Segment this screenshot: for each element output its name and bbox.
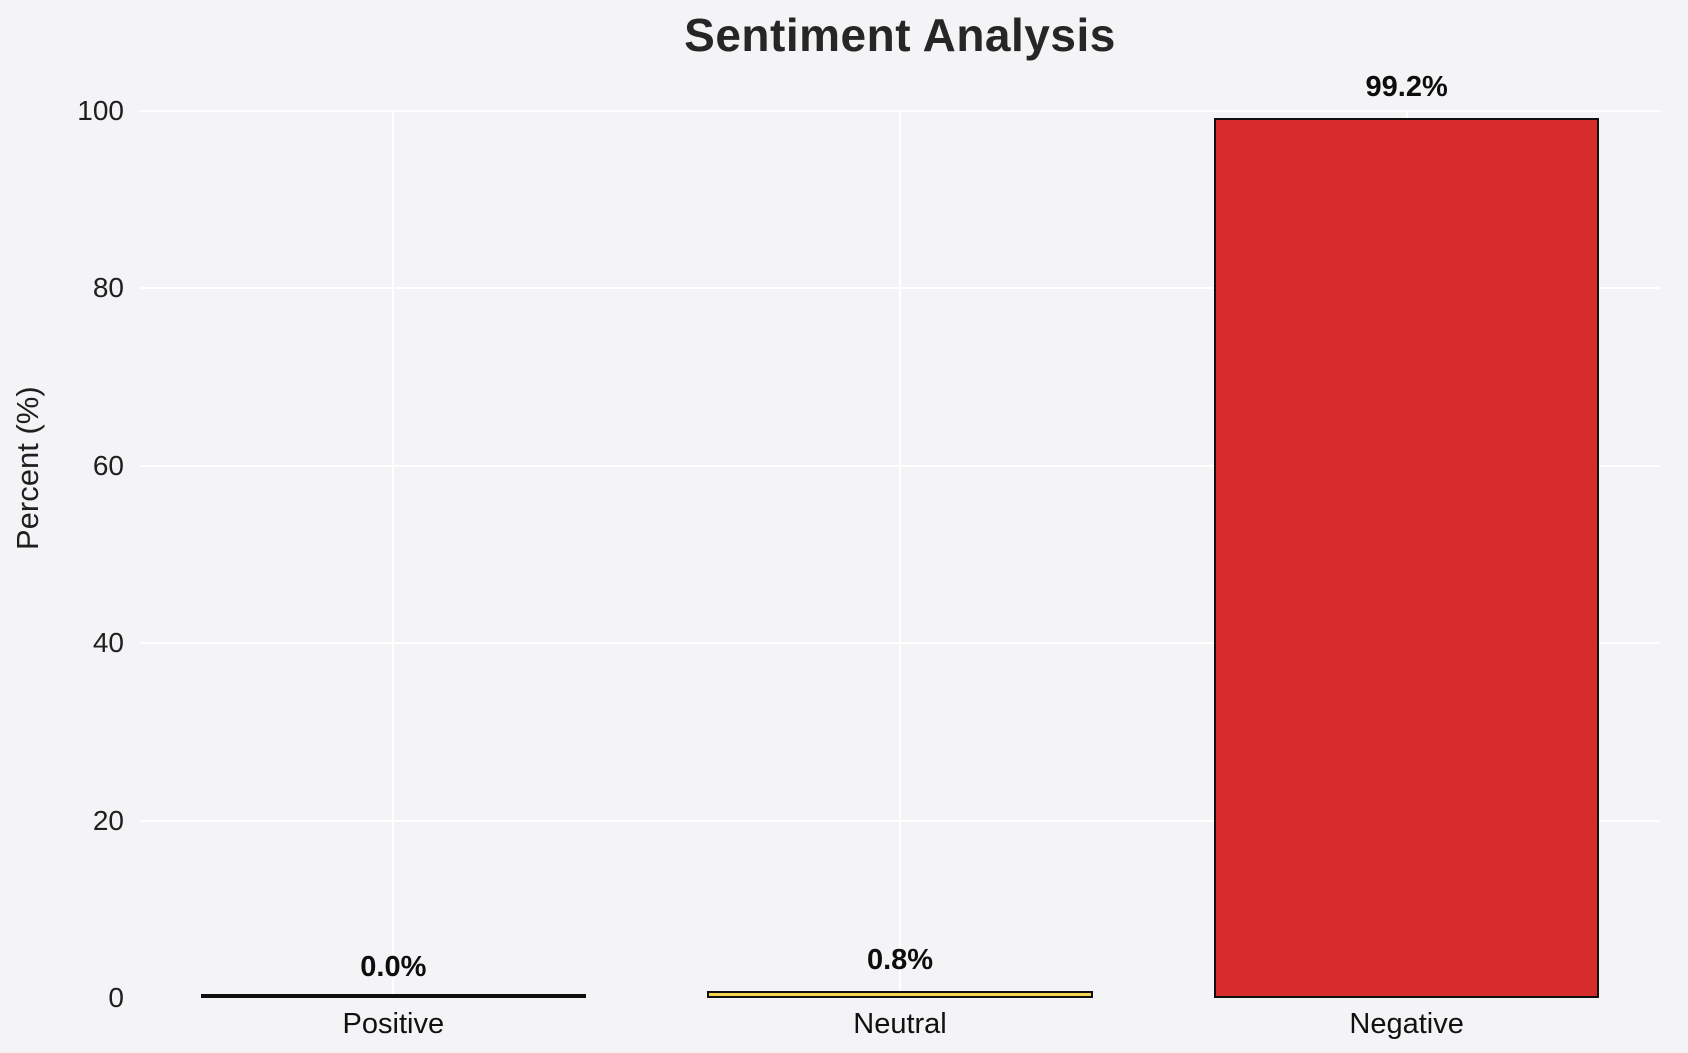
gridline-x-neutral — [899, 111, 901, 998]
chart-title: Sentiment Analysis — [684, 9, 1116, 61]
x-tick-label-negative: Negative — [1349, 1008, 1464, 1040]
bar-negative — [1214, 118, 1600, 998]
bar-positive — [200, 994, 586, 998]
y-tick-label-20: 20 — [92, 804, 124, 836]
y-tick-label-60: 60 — [92, 449, 124, 481]
x-tick-label-positive: Positive — [342, 1008, 445, 1040]
bar-value-label-negative: 99.2% — [1365, 71, 1448, 104]
bar-value-label-neutral: 0.8% — [866, 943, 934, 976]
y-tick-label-100: 100 — [77, 95, 124, 126]
bar-value-label-positive: 0.0% — [360, 951, 427, 983]
x-tick-label-neutral: Neutral — [853, 1008, 947, 1040]
y-tick-label-0: 0 — [108, 982, 124, 1013]
y-axis-label: Percent (%) — [10, 386, 45, 550]
gridline-x-positive — [392, 111, 395, 998]
plot-area: 0 20 40 60 80 100 0.0% Positive 0.8% Neutral 99.2%… — [77, 71, 1660, 1040]
y-tick-label-40: 40 — [92, 627, 124, 659]
bar-neutral — [707, 990, 1093, 998]
y-tick-label-80: 80 — [92, 272, 124, 304]
